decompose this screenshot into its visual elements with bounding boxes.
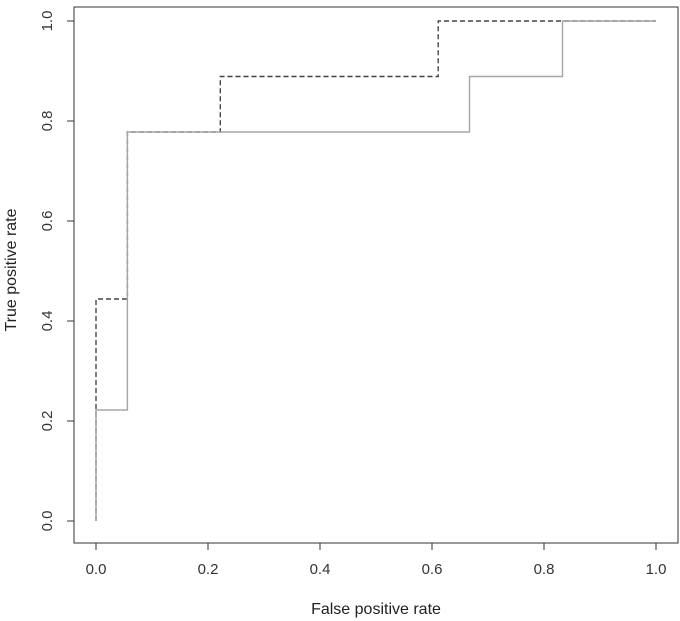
y-tick-label: 0.2 xyxy=(39,411,56,432)
y-tick-label: 0.6 xyxy=(39,211,56,232)
y-axis: 0.0 0.2 0.4 0.6 0.8 1.0 xyxy=(39,11,74,532)
y-axis-title: True positive rate xyxy=(3,208,20,331)
x-tick-label: 0.8 xyxy=(534,561,555,578)
x-tick-label: 1.0 xyxy=(646,561,667,578)
y-tick-label: 1.0 xyxy=(39,11,56,32)
roc-curve-dashed xyxy=(95,20,656,521)
series-layer xyxy=(95,20,656,521)
y-tick-label: 0.0 xyxy=(39,511,56,532)
x-tick-label: 0.2 xyxy=(198,561,219,578)
x-tick-label: 0.6 xyxy=(422,561,443,578)
y-tick-label: 0.8 xyxy=(39,111,56,132)
x-tick-label: 0.0 xyxy=(86,561,107,578)
plot-frame xyxy=(73,6,679,544)
x-axis: 0.0 0.2 0.4 0.6 0.8 1.0 xyxy=(86,543,667,578)
y-tick-label: 0.4 xyxy=(39,311,56,332)
x-tick-label: 0.4 xyxy=(310,561,331,578)
x-axis-title: False positive rate xyxy=(311,601,441,618)
roc-curve-solid xyxy=(95,20,656,521)
